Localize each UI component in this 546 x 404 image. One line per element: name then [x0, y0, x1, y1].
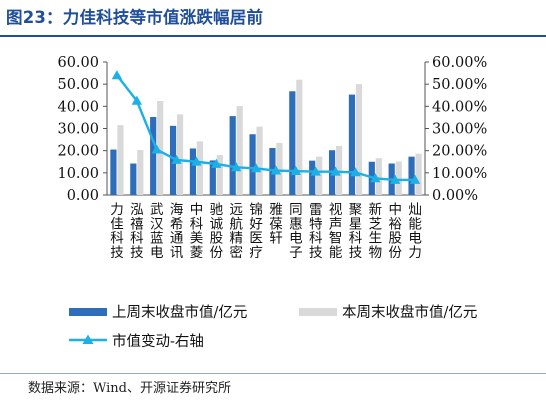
line-point-marker	[111, 70, 123, 80]
bar-last-week	[130, 163, 137, 195]
bar-last-week	[150, 116, 157, 195]
chart: 0.00 10.00 20.00 30.00 40.00 50.00 60.00 0.00% 1…	[57, 55, 487, 350]
bar-this-week	[296, 79, 303, 195]
x-category-label: 驰诚股份	[210, 202, 224, 261]
line-point-marker	[270, 165, 282, 175]
chart-bars	[110, 79, 422, 195]
source-note: 数据来源：Wind、开源证券研究所	[28, 381, 231, 396]
bar-this-week	[335, 146, 343, 195]
x-category-label: 锦好医疗	[249, 202, 263, 261]
right-tick-label: 60.00%	[432, 55, 487, 71]
legend-label-last-week: 上周末收盘市值/亿元	[112, 303, 247, 321]
bar-this-week	[117, 125, 124, 195]
bar-this-week	[157, 101, 164, 195]
bar-this-week	[236, 106, 243, 195]
line-point-marker	[370, 173, 381, 183]
legend-label-line: 市值变动-右轴	[112, 333, 204, 350]
line-point-marker	[250, 163, 262, 173]
x-category-label: 中科美菱	[190, 202, 204, 261]
right-tick-label: 30.00%	[432, 122, 487, 138]
bar-last-week	[289, 91, 296, 195]
right-tick-label: 40.00%	[432, 99, 487, 115]
x-category-label: 灿能电力	[408, 202, 422, 261]
bar-last-week	[249, 134, 256, 195]
legend-line-marker	[82, 334, 94, 344]
line-point-marker	[350, 167, 361, 177]
x-category-label: 雷特科技	[309, 202, 323, 261]
bar-this-week	[276, 142, 283, 195]
line-point-marker	[290, 165, 302, 175]
line-point-marker	[310, 166, 321, 176]
chart-x-labels: 力佳科技泓禧科技武汉蓝电海希通讯中科美菱驰诚股份远航精密锦好医疗雅葆轩同惠电子雷…	[110, 202, 422, 261]
line-point-marker	[230, 162, 242, 172]
title-divider	[0, 35, 546, 37]
bar-last-week	[348, 94, 356, 195]
right-tick-label: 20.00%	[432, 144, 487, 160]
left-tick-label: 30.00	[57, 122, 99, 138]
bar-this-week	[415, 153, 422, 195]
x-category-label: 新芝生物	[369, 202, 383, 261]
bar-this-week	[316, 156, 323, 195]
right-tick-label: 10.00%	[432, 166, 487, 182]
line-point-marker	[409, 174, 421, 184]
right-tick-label: 0.00%	[432, 188, 478, 204]
figure-title: 图23：力佳科技等市值涨跌幅居前	[6, 8, 264, 27]
bar-this-week	[395, 161, 402, 195]
line-point-marker	[151, 144, 162, 154]
left-tick-label: 50.00	[57, 77, 99, 93]
x-category-label: 聚星科技	[349, 202, 363, 261]
x-category-label: 视声智能	[329, 202, 343, 261]
x-category-label: 中裕股份	[388, 202, 402, 261]
left-tick-label: 0.00	[67, 188, 99, 204]
line-point-marker	[389, 174, 401, 184]
bar-last-week	[229, 116, 236, 195]
line-point-marker	[330, 166, 341, 176]
bar-last-week	[269, 148, 276, 195]
x-category-label: 力佳科技	[110, 202, 124, 261]
line-point-marker	[131, 95, 143, 105]
legend-swatch-this-week	[299, 308, 337, 316]
bar-last-week	[110, 149, 117, 195]
left-tick-label: 10.00	[57, 166, 99, 182]
bar-this-week	[176, 114, 184, 195]
x-category-label: 同惠电子	[289, 202, 303, 261]
x-category-label: 远航精密	[229, 202, 243, 261]
source-divider	[0, 373, 546, 374]
bar-last-week	[209, 160, 216, 195]
bar-this-week	[137, 150, 144, 195]
line-market-cap-change	[115, 74, 416, 182]
bar-last-week	[169, 125, 177, 195]
bar-this-week	[355, 84, 363, 195]
x-category-label: 武汉蓝电	[150, 202, 164, 261]
bar-last-week	[408, 156, 415, 195]
line-point-marker	[191, 156, 202, 166]
x-category-label: 雅葆轩	[269, 202, 283, 247]
bar-this-week	[375, 158, 382, 195]
left-tick-label: 40.00	[57, 99, 99, 115]
line-point-marker	[211, 158, 222, 168]
x-category-label: 海希通讯	[170, 202, 184, 261]
left-tick-label: 60.00	[57, 55, 99, 71]
bar-this-week	[196, 141, 204, 195]
chart-axes: 0.00 10.00 20.00 30.00 40.00 50.00 60.00 0.00% 1…	[57, 55, 487, 204]
x-category-label: 泓禧科技	[130, 202, 144, 261]
left-tick-label: 20.00	[57, 144, 99, 160]
right-tick-label: 50.00%	[432, 77, 487, 93]
bar-last-week	[189, 148, 197, 195]
bar-last-week	[309, 160, 316, 195]
bar-this-week	[256, 126, 263, 195]
line-point-marker	[171, 154, 182, 164]
chart-line	[111, 70, 421, 184]
legend-label-this-week: 本周末收盘市值/亿元	[342, 303, 477, 321]
legend-swatch-last-week	[69, 308, 107, 316]
bar-this-week	[216, 155, 223, 195]
